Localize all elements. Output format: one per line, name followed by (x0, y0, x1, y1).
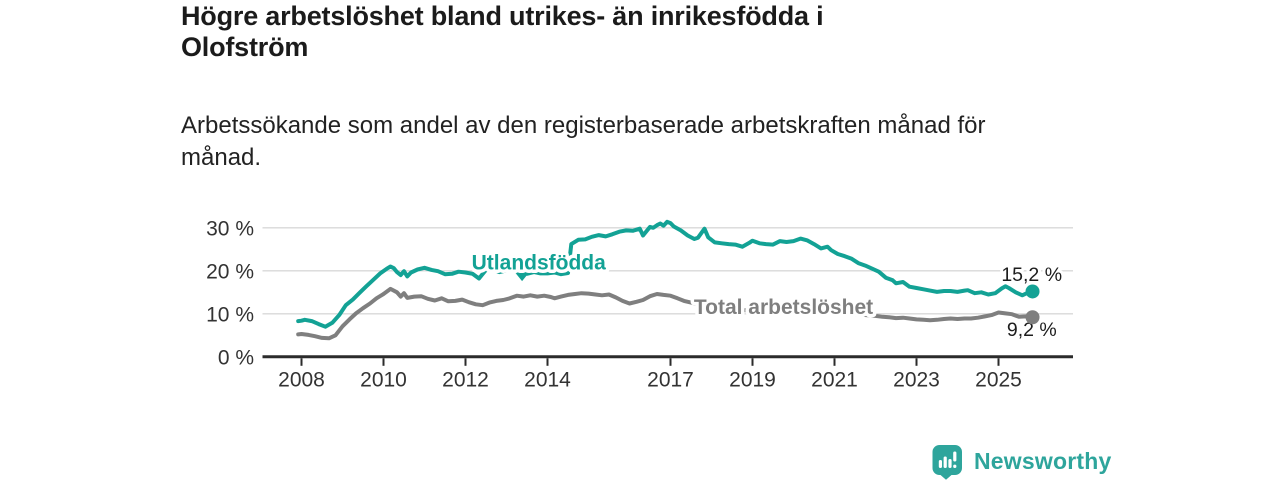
y-tick-label: 30 % (206, 217, 254, 240)
chart-subtitle-line1: Arbetssökande som andel av den registerb… (181, 112, 986, 139)
series-end-dot (1025, 284, 1040, 299)
x-tick-label: 2019 (729, 369, 776, 392)
series-label: Total arbetslöshet (694, 296, 873, 319)
x-tick-label: 2023 (893, 369, 940, 392)
series-line-utlandsf-dda (296, 219, 1035, 329)
x-tick-label: 2017 (647, 369, 694, 392)
y-tick-label: 0 % (218, 346, 254, 369)
newsworthy-logo-text: Newsworthy (974, 447, 1112, 474)
series-label-pointer-icon (515, 273, 529, 282)
series-end-dot (1025, 310, 1040, 325)
chart-title-line2: Olofström (181, 32, 309, 62)
chart-subtitle-line2: månad. (181, 144, 262, 171)
x-tick-label: 2021 (811, 369, 858, 392)
newsworthy-logo-icon (932, 445, 962, 480)
y-tick-label: 20 % (206, 260, 254, 283)
series-label: Utlandsfödda (472, 252, 606, 275)
logo-bubble-shape (932, 445, 962, 480)
x-tick-label: 2010 (360, 369, 407, 392)
logo-barchart-icon (938, 451, 957, 468)
end-value-label: 15,2 % (1001, 264, 1062, 286)
x-tick-label: 2025 (975, 369, 1022, 392)
newsworthy-logo: Newsworthy (930, 442, 1111, 480)
y-tick-label: 10 % (206, 303, 254, 326)
chart-title-line1: Högre arbetslöshet bland utrikes- än inr… (181, 1, 824, 31)
chart-title: Högre arbetslöshet bland utrikes- än inr… (181, 1, 1081, 63)
x-tick-label: 2014 (524, 369, 571, 392)
x-tick-label: 2008 (278, 369, 325, 392)
series-line-total-arbetsl-shet (296, 286, 1035, 341)
x-tick-label: 2012 (442, 369, 489, 392)
chart-subtitle: Arbetssökande som andel av den registerb… (181, 110, 1081, 174)
